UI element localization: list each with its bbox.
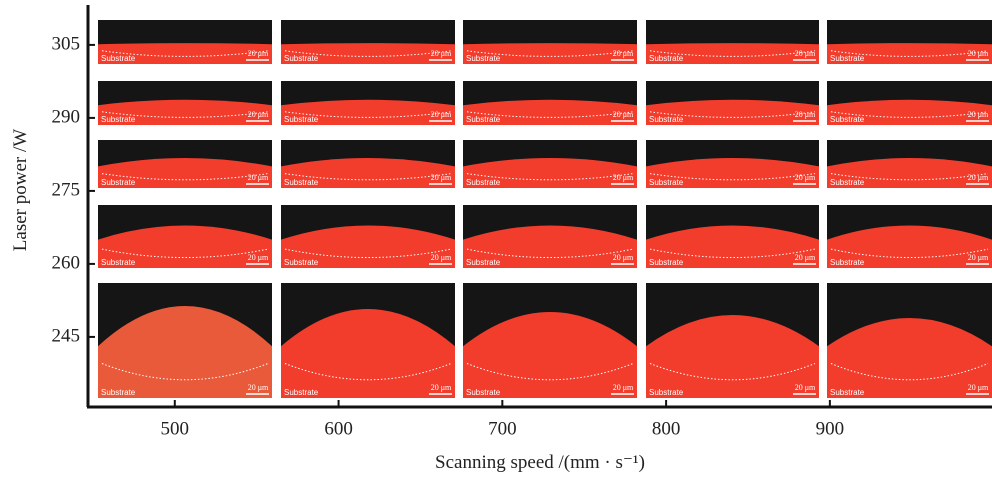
scale-bar-label: 20 μm <box>795 253 816 262</box>
scale-bar-label: 20 μm <box>795 383 816 392</box>
panel-label: Substrate <box>101 178 136 187</box>
scale-bar-label: 20 μm <box>248 110 269 119</box>
scale-bar-label: 20 μm <box>795 49 816 58</box>
panel-label: Substrate <box>284 258 319 267</box>
panel-label: Substrate <box>466 388 501 397</box>
scale-bar-label: 20 μm <box>968 253 989 262</box>
scale-bar-label: 20 μm <box>613 383 634 392</box>
panel-label: Substrate <box>830 54 865 63</box>
panel-label: Substrate <box>649 178 684 187</box>
y-tick-label: 275 <box>52 179 81 200</box>
scale-bar-label: 20 μm <box>431 383 452 392</box>
panel-label: Substrate <box>284 178 319 187</box>
scale-bar-label: 20 μm <box>431 173 452 182</box>
scale-bar-label: 20 μm <box>795 173 816 182</box>
panel-label: Substrate <box>284 388 319 397</box>
panel-label: Substrate <box>830 258 865 267</box>
panel-label: Substrate <box>830 178 865 187</box>
panel-label: Substrate <box>466 54 501 63</box>
micrograph-grid: Substrate 20 μm Substrate 20 μm Substrate 20 … <box>98 20 992 398</box>
x-tick-label: 500 <box>161 418 190 439</box>
y-tick-label: 305 <box>52 33 81 54</box>
x-tick-label: 900 <box>816 418 845 439</box>
panel-label: Substrate <box>649 115 684 124</box>
x-tick-label: 800 <box>652 418 681 439</box>
scale-bar-label: 20 μm <box>613 173 634 182</box>
scale-bar-label: 20 μm <box>968 173 989 182</box>
y-tick-label: 245 <box>52 325 81 346</box>
y-axis-label: Laser power /W <box>10 129 31 251</box>
scale-bar-label: 20 μm <box>431 253 452 262</box>
panel-label: Substrate <box>466 178 501 187</box>
scale-bar-label: 20 μm <box>248 173 269 182</box>
scale-bar-label: 20 μm <box>613 253 634 262</box>
x-tick-label: 600 <box>324 418 353 439</box>
figure: Substrate 20 μm Substrate 20 μm Substrate 20 … <box>0 0 992 476</box>
y-tick-label: 260 <box>52 252 81 273</box>
panel-label: Substrate <box>649 54 684 63</box>
panel-label: Substrate <box>830 115 865 124</box>
panel-label: Substrate <box>284 54 319 63</box>
panel-label: Substrate <box>101 54 136 63</box>
panel-label: Substrate <box>101 115 136 124</box>
panel-label: Substrate <box>649 258 684 267</box>
scale-bar-label: 20 μm <box>968 110 989 119</box>
scale-bar-label: 20 μm <box>431 110 452 119</box>
scale-bar-label: 20 μm <box>613 110 634 119</box>
panel-label: Substrate <box>466 115 501 124</box>
scale-bar-label: 20 μm <box>431 49 452 58</box>
x-tick-label: 700 <box>488 418 517 439</box>
panel-label: Substrate <box>830 388 865 397</box>
panel-label: Substrate <box>466 258 501 267</box>
scale-bar-label: 20 μm <box>795 110 816 119</box>
panel-label: Substrate <box>101 388 136 397</box>
panel-label: Substrate <box>101 258 136 267</box>
scale-bar-label: 20 μm <box>968 49 989 58</box>
panel-label: Substrate <box>649 388 684 397</box>
panel-label: Substrate <box>284 115 319 124</box>
y-tick-label: 290 <box>52 106 81 127</box>
scale-bar-label: 20 μm <box>248 383 269 392</box>
scale-bar-label: 20 μm <box>613 49 634 58</box>
scale-bar-label: 20 μm <box>248 49 269 58</box>
scale-bar-label: 20 μm <box>248 253 269 262</box>
scale-bar-label: 20 μm <box>968 383 989 392</box>
x-axis-label: Scanning speed /(mm · s⁻¹) <box>435 452 645 473</box>
